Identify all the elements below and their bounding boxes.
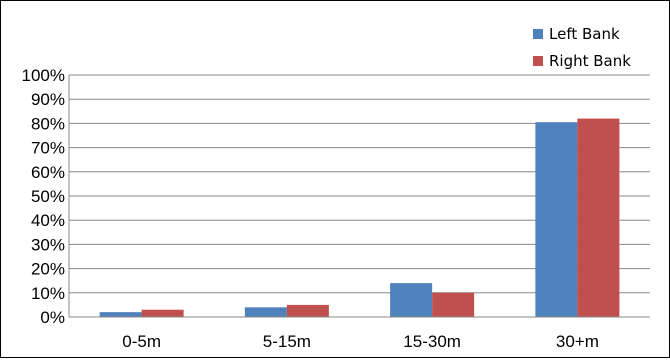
gridlines	[69, 74, 650, 294]
y-tick-label: 90%	[31, 90, 65, 109]
bar-left-bank-2	[390, 283, 433, 317]
y-tick-label: 10%	[31, 284, 65, 303]
y-tick-label: 30%	[31, 235, 65, 254]
y-tick-label: 70%	[31, 139, 65, 158]
legend-swatch-left-bank	[533, 29, 543, 39]
x-tick-label: 5-15m	[263, 332, 311, 351]
y-tick-label: 40%	[31, 211, 65, 230]
y-tick-label: 50%	[31, 187, 65, 206]
legend: Left Bank Right Bank	[533, 25, 631, 70]
bars	[99, 118, 620, 317]
bar-right-bank-2	[432, 292, 475, 317]
bar-right-bank-0	[141, 309, 184, 317]
y-tick-label: 100%	[22, 66, 65, 85]
y-tick-label: 20%	[31, 260, 65, 279]
y-tick-label: 80%	[31, 114, 65, 133]
bar-right-bank-3	[577, 118, 620, 317]
legend-swatch-right-bank	[533, 56, 543, 66]
y-tick-label: 0%	[40, 308, 65, 327]
bar-left-bank-3	[535, 122, 578, 317]
bar-left-bank-0	[99, 312, 142, 317]
legend-label-left-bank: Left Bank	[549, 25, 620, 43]
x-tick-labels: 0-5m 5-15m 15-30m 30+m	[122, 332, 599, 351]
bar-right-bank-1	[286, 304, 329, 317]
axes	[68, 75, 650, 318]
legend-label-right-bank: Right Bank	[549, 52, 631, 70]
x-tick-label: 15-30m	[403, 332, 461, 351]
y-tick-label: 60%	[31, 163, 65, 182]
y-tick-labels: 0% 10% 20% 30% 40% 50% 60% 70% 80% 90% 100%	[22, 66, 65, 327]
x-tick-label: 0-5m	[122, 332, 161, 351]
bar-left-bank-1	[244, 307, 287, 317]
x-tick-label: 30+m	[556, 332, 599, 351]
